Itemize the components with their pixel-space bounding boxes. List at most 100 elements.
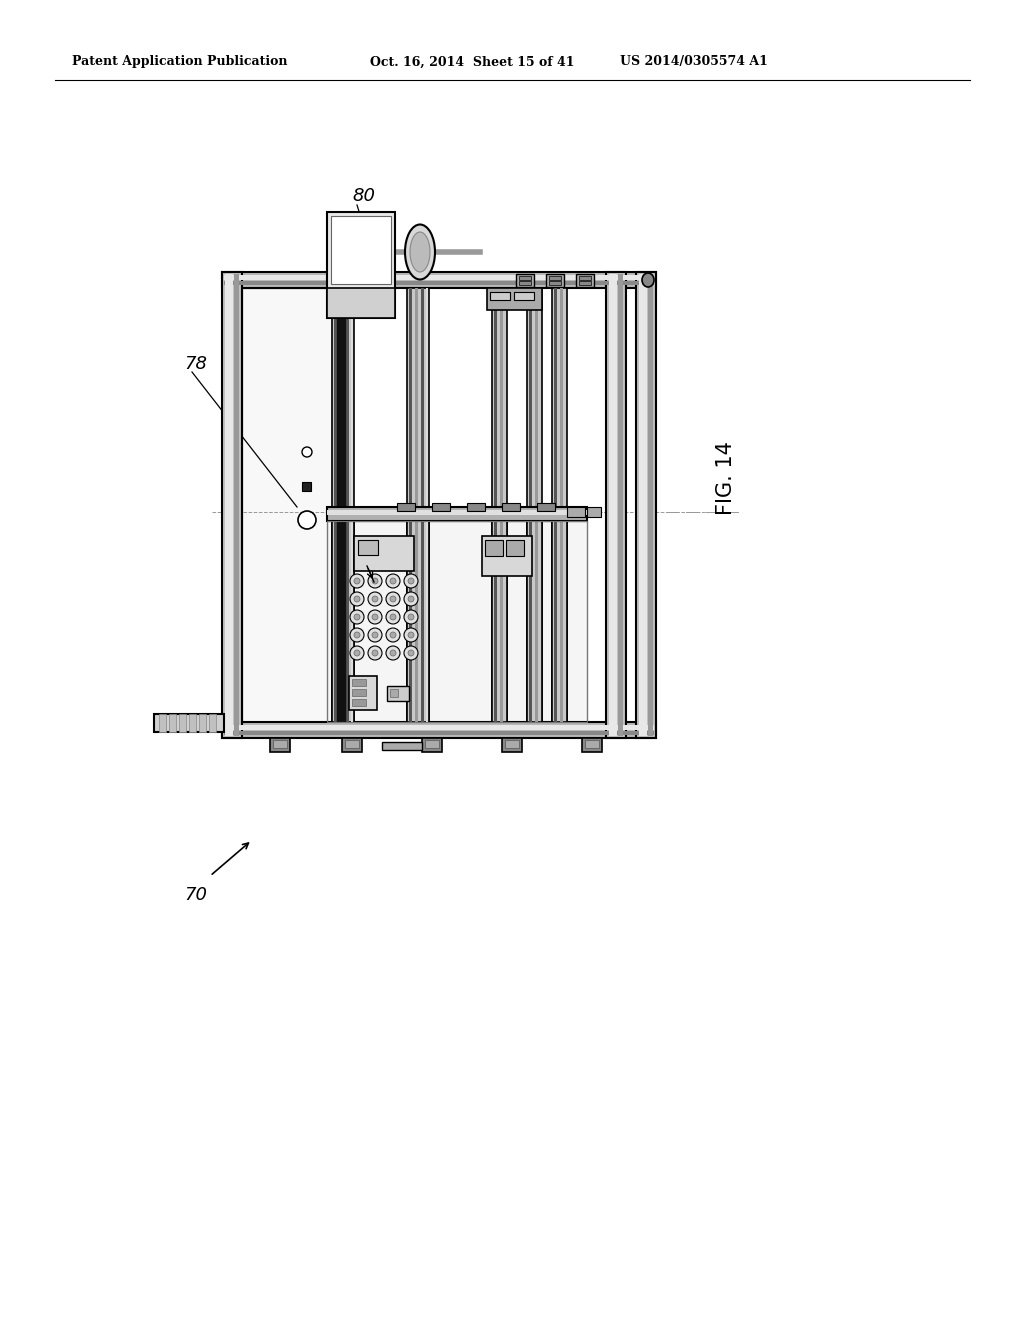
Bar [535,288,538,722]
Circle shape [354,614,360,620]
Bar [222,272,242,738]
Circle shape [390,578,396,583]
Bar [492,521,507,722]
Circle shape [368,645,382,660]
Text: Patent Application Publication: Patent Application Publication [72,55,288,69]
Bar [609,275,617,737]
Bar [585,741,599,748]
Bar [426,288,428,722]
Bar [346,288,349,722]
Bar [554,521,557,722]
Bar [579,276,591,280]
Circle shape [404,628,418,642]
Bar [500,288,503,722]
Bar [502,738,522,752]
Bar [579,281,591,285]
Circle shape [386,610,400,624]
Circle shape [390,632,396,638]
Bar [636,272,656,738]
Bar [500,521,503,722]
Bar [224,281,654,285]
Ellipse shape [410,232,430,272]
Circle shape [404,645,418,660]
Bar [331,216,391,284]
Circle shape [386,591,400,606]
Bar [327,510,587,515]
Circle shape [368,574,382,587]
Bar [421,521,424,722]
Bar [407,521,429,722]
Bar [332,288,354,722]
Bar [467,503,485,511]
Bar [224,275,654,280]
Bar [527,521,542,722]
Bar [352,689,366,696]
Circle shape [404,574,418,587]
Bar [302,482,311,491]
Bar [639,275,647,737]
Bar [346,521,349,722]
Bar [209,714,216,733]
Text: 80: 80 [352,187,375,205]
Bar [397,503,415,511]
Bar [336,288,346,722]
Bar [422,738,442,752]
Bar [342,738,362,752]
Bar [154,714,224,733]
Bar [225,275,233,737]
Circle shape [404,591,418,606]
Bar [354,536,414,572]
Circle shape [372,649,378,656]
Circle shape [408,649,414,656]
Bar [327,507,587,521]
Bar [587,507,601,517]
Bar [487,288,542,310]
Circle shape [350,591,364,606]
Circle shape [368,628,382,642]
Circle shape [404,610,418,624]
Bar [409,288,412,722]
Circle shape [354,597,360,602]
Bar [552,521,567,722]
Text: 70: 70 [184,886,207,904]
Text: FIG. 14: FIG. 14 [716,441,736,515]
Bar [582,738,602,752]
Circle shape [302,447,312,457]
Bar [529,288,532,722]
Bar [340,521,343,722]
Circle shape [372,632,378,638]
Bar [334,288,337,722]
Bar [485,540,503,556]
Circle shape [298,511,316,529]
Bar [327,288,395,318]
Bar [527,288,542,722]
Bar [490,292,510,300]
Circle shape [354,649,360,656]
Bar [336,521,346,722]
Circle shape [372,614,378,620]
Text: US 2014/0305574 A1: US 2014/0305574 A1 [620,55,768,69]
Bar [482,536,532,576]
Bar [159,714,166,733]
Bar [179,714,186,733]
Circle shape [354,632,360,638]
Circle shape [372,597,378,602]
Bar [492,288,507,722]
Bar [224,725,654,730]
Bar [415,288,418,722]
Bar [222,272,656,288]
Circle shape [350,610,364,624]
Circle shape [386,645,400,660]
Bar [560,288,563,722]
Bar [340,288,343,722]
Bar [618,275,623,737]
Bar [606,272,626,738]
Bar [352,700,366,706]
Circle shape [390,597,396,602]
Circle shape [372,578,378,583]
Bar [516,275,534,286]
Circle shape [408,632,414,638]
Bar [387,686,409,701]
Bar [242,288,332,722]
Bar [494,521,497,722]
